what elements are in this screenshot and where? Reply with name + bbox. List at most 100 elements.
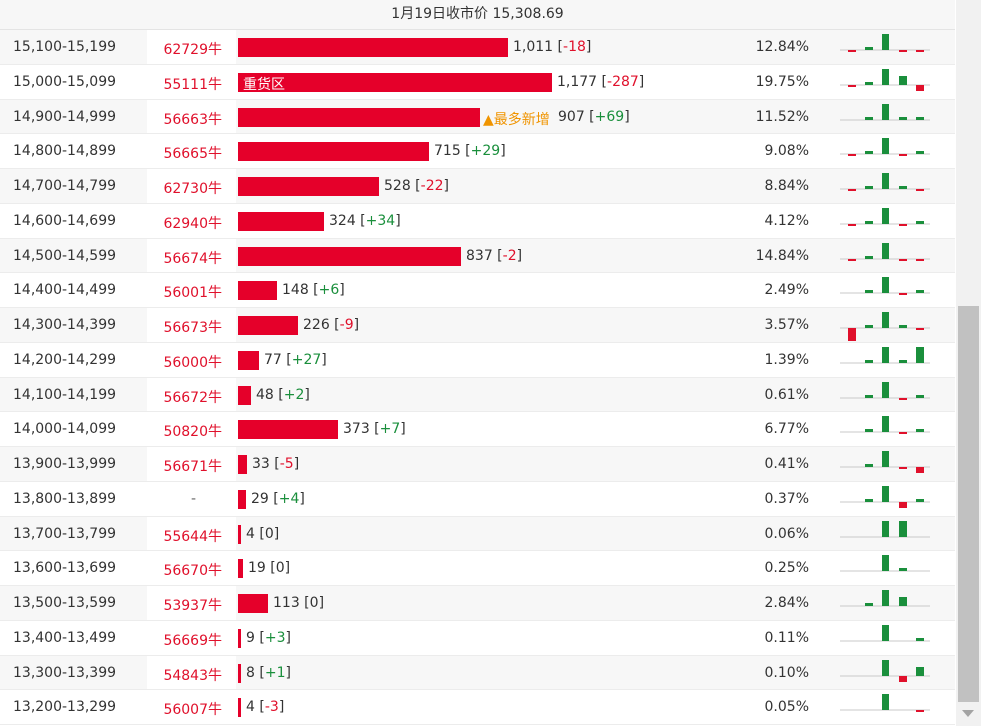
sparkline-bar [916, 637, 924, 641]
sparkline-bar [848, 258, 856, 261]
volume-change: -5 [279, 456, 294, 472]
price-range: 14,500-14,599 [13, 247, 117, 264]
trend-sparkline [840, 381, 930, 400]
price-range: 13,200-13,299 [13, 699, 117, 716]
volume-value: 33 [-5] [252, 456, 300, 472]
sparkline-bar [882, 659, 889, 676]
price-range: 14,200-14,299 [13, 351, 117, 368]
shares-cell: 56665牛 [147, 134, 236, 168]
shares-cell: 56673牛 [147, 308, 236, 342]
volume-change: +29 [470, 143, 501, 160]
table-row: 13,200-13,299 56007牛 4 [-3] 0.05% [0, 690, 955, 725]
sparkline-bar [882, 451, 889, 467]
volume-value: 715 [+29] [434, 143, 506, 160]
volume-value: 113 [0] [273, 595, 325, 611]
shares-cell: 56000牛 [147, 342, 236, 377]
sparkline-bar [865, 359, 873, 363]
trend-sparkline [840, 590, 930, 607]
volume-bar [238, 489, 246, 509]
shares-value[interactable]: 56671牛 [163, 459, 222, 475]
shares-value[interactable]: 56665牛 [163, 146, 222, 163]
shares-value[interactable]: 56669牛 [163, 632, 222, 649]
sparkline-bar [882, 694, 889, 711]
volume-number: 226 [303, 317, 330, 333]
percent-share: 0.25% [764, 560, 809, 577]
scrollbar-thumb[interactable] [958, 306, 979, 702]
shares-value[interactable]: 62730牛 [163, 181, 222, 197]
scroll-down-arrow-icon[interactable] [962, 710, 974, 717]
shares-value[interactable]: 56000牛 [163, 354, 222, 371]
volume-change: +3 [264, 629, 286, 646]
volume-value: 9 [+3] [246, 629, 291, 646]
volume-number: 8 [246, 664, 255, 681]
sparkline-bar [848, 223, 856, 226]
shares-value[interactable]: 56673牛 [163, 320, 222, 336]
trend-sparkline [840, 277, 930, 296]
volume-bar [238, 698, 241, 718]
volume-number: 9 [246, 629, 255, 646]
shares-cell: - [147, 481, 236, 516]
volume-value: 4 [-3] [246, 699, 285, 716]
volume-change: +7 [379, 421, 401, 438]
price-range: 13,600-13,699 [13, 560, 117, 577]
trend-sparkline [840, 520, 930, 537]
volume-bar [238, 246, 461, 266]
shares-value[interactable]: 56001牛 [163, 285, 222, 302]
sparkline-bar [865, 255, 873, 259]
shares-value[interactable]: 56674牛 [163, 250, 222, 267]
shares-value[interactable]: 54843牛 [163, 667, 222, 684]
shares-value[interactable]: 50820牛 [163, 424, 222, 441]
shares-value[interactable]: 56672牛 [163, 389, 222, 406]
percent-share: 9.08% [764, 143, 809, 160]
shares-value[interactable]: 53937牛 [163, 598, 222, 614]
volume-number: 148 [282, 282, 309, 299]
sparkline-bar [882, 68, 889, 85]
volume-value: 837 [-2] [466, 247, 523, 264]
volume-bar [238, 211, 324, 231]
sparkline-bar [865, 81, 873, 85]
shares-value[interactable]: 62940牛 [163, 215, 222, 232]
volume-bar [238, 420, 338, 440]
volume-change: +27 [291, 351, 322, 368]
scrollbar[interactable] [956, 0, 981, 726]
shares-cell: 56674牛 [147, 238, 236, 273]
sparkline-bar [882, 555, 889, 572]
volume-number: 4 [246, 525, 255, 542]
sparkline-bar [882, 242, 889, 259]
table-row: 14,200-14,299 56000牛 77 [+27] 1.39% [0, 342, 955, 378]
shares-value[interactable]: 56663牛 [163, 111, 222, 128]
percent-share: 11.52% [755, 108, 809, 125]
sparkline-bar [899, 325, 907, 328]
volume-value: 1,011 [-18] [513, 39, 592, 55]
shares-value[interactable]: - [190, 490, 196, 507]
shares-value[interactable]: 55644牛 [163, 528, 222, 545]
shares-cell: 56001牛 [147, 273, 236, 307]
sparkline-bar [882, 381, 889, 398]
shares-value[interactable]: 56670牛 [163, 563, 222, 580]
volume-number: 373 [343, 421, 370, 438]
volume-number: 4 [246, 699, 255, 716]
shares-value[interactable]: 62729牛 [163, 42, 222, 58]
sparkline-bar [882, 416, 889, 433]
shares-value[interactable]: 56007牛 [163, 702, 222, 719]
volume-value: 29 [+4] [251, 490, 305, 507]
most-added-badge: ▲最多新增 [483, 111, 550, 128]
volume-change: +4 [278, 490, 300, 507]
sparkline-bar [865, 47, 873, 50]
volume-bar [238, 559, 243, 579]
trend-sparkline [840, 485, 930, 508]
shares-cell: 56671牛 [147, 447, 236, 481]
volume-bar [238, 107, 480, 127]
volume-number: 33 [252, 456, 270, 472]
shares-cell: 50820牛 [147, 412, 236, 446]
volume-number: 1,177 [557, 73, 598, 90]
sparkline-bar [916, 498, 924, 502]
percent-share: 4.12% [764, 212, 809, 229]
sparkline-bar [882, 312, 889, 328]
shares-value[interactable]: 55111牛 [163, 76, 222, 93]
volume-number: 19 [248, 560, 266, 577]
sparkline-bar [916, 467, 924, 473]
trend-sparkline [840, 416, 930, 435]
sparkline-bar [916, 151, 924, 155]
trend-sparkline [840, 34, 930, 52]
